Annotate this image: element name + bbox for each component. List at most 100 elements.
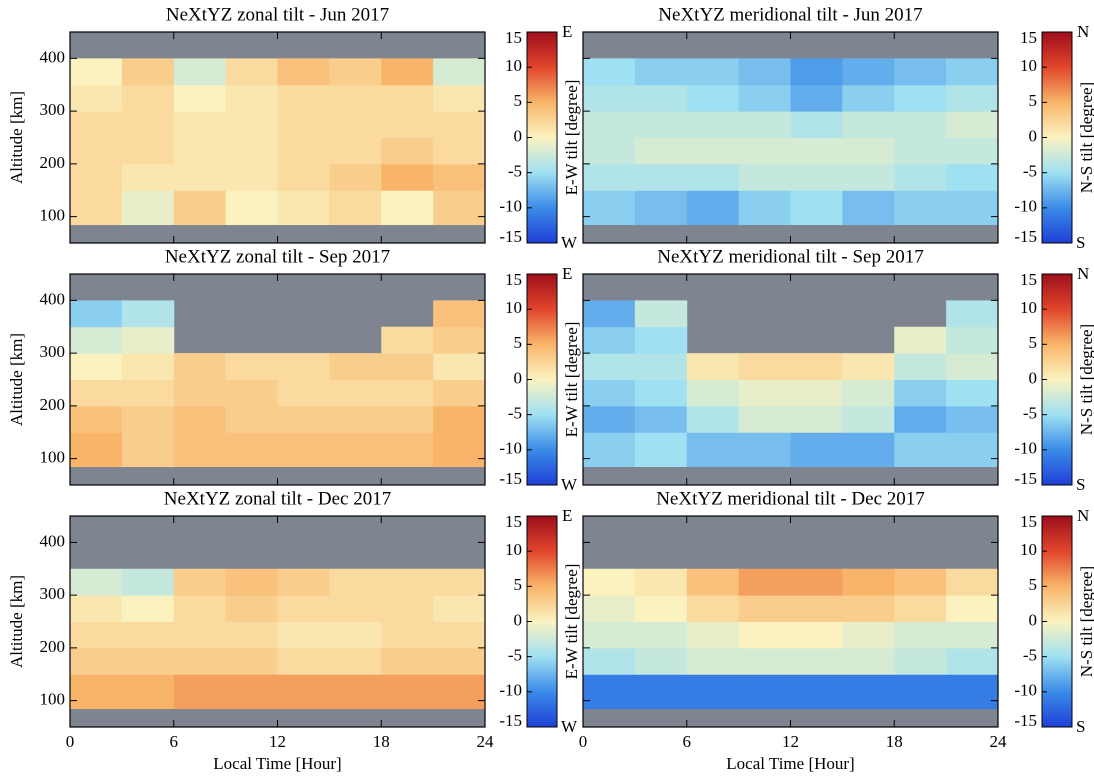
- heatmap-cell: [225, 568, 278, 596]
- heatmap-cell: [842, 58, 895, 86]
- heatmap-cell: [70, 595, 123, 622]
- heatmap-cell: [583, 190, 636, 226]
- colorbar-label: E-W tilt [degree]: [562, 564, 581, 680]
- colorbar-tick-label: -10: [1014, 197, 1037, 216]
- heatmap-cell: [121, 111, 175, 138]
- heatmap-cell: [70, 353, 123, 380]
- y-tick-label: 300: [40, 584, 66, 603]
- heatmap-cell: [70, 405, 123, 433]
- heatmap-cell: [277, 190, 330, 226]
- heatmap-cell: [173, 163, 227, 191]
- heatmap-cell: [121, 379, 175, 407]
- heatmap-cell: [277, 432, 330, 468]
- colorbar-tick-label: 5: [514, 575, 523, 594]
- heatmap-cell: [583, 353, 636, 380]
- colorbar-tick-label: -10: [499, 197, 522, 216]
- heatmap-cell: [433, 595, 486, 622]
- heatmap-cell: [173, 111, 227, 138]
- heatmap-cell: [277, 111, 330, 138]
- colorbar-tick-label: 5: [1029, 575, 1038, 594]
- heatmap-cell: [842, 405, 895, 433]
- heatmap-cell: [433, 84, 486, 112]
- heatmap-cell: [946, 647, 999, 675]
- heatmap-cell: [329, 379, 382, 407]
- heatmap-cell: [381, 353, 434, 380]
- y-tick-label: 400: [40, 47, 66, 66]
- heatmap-cell: [894, 84, 947, 112]
- heatmap-cell: [790, 58, 843, 86]
- heatmap-cell: [121, 163, 175, 191]
- heatmap-cell: [842, 163, 895, 191]
- heatmap-cell: [738, 58, 791, 86]
- colorbar-tick-label: -5: [508, 404, 522, 423]
- x-tick-label: 12: [782, 732, 799, 751]
- heatmap-cell: [686, 674, 740, 710]
- heatmap-cell: [634, 163, 688, 191]
- heatmap-cell: [433, 405, 486, 433]
- y-tick-label: 200: [40, 395, 66, 414]
- x-tick-label: 6: [170, 732, 179, 751]
- heatmap-cell: [583, 647, 636, 675]
- heatmap-cell: [329, 163, 382, 191]
- heatmap-cell: [790, 137, 843, 165]
- heatmap-cell: [173, 595, 227, 622]
- heatmap-cell: [946, 84, 999, 112]
- heatmap-cell: [381, 674, 434, 710]
- heatmap-cell: [946, 353, 999, 380]
- y-tick-label: 100: [40, 206, 66, 225]
- heatmap-cell: [433, 621, 486, 649]
- heatmap-cell: [894, 647, 947, 675]
- heatmap-cell: [277, 379, 330, 407]
- x-tick-label: 0: [66, 732, 75, 751]
- heatmap-cell: [329, 58, 382, 86]
- heatmap-cell: [121, 353, 175, 380]
- heatmap-cell: [381, 379, 434, 407]
- heatmap-cell: [225, 674, 278, 710]
- heatmap-cell: [225, 432, 278, 468]
- colorbar-tick-label: -15: [1014, 711, 1037, 730]
- heatmap-cell: [381, 568, 434, 596]
- heatmap-cell: [173, 84, 227, 112]
- x-tick-label: 0: [579, 732, 588, 751]
- heatmap-cell: [894, 379, 947, 407]
- colorbar-min-label: S: [1076, 233, 1085, 252]
- heatmap-cell: [433, 432, 486, 468]
- colorbar-label: N-S tilt [degree]: [1077, 566, 1094, 677]
- heatmap-cell: [634, 300, 688, 328]
- heatmap-cell: [946, 621, 999, 649]
- heatmap-cell: [686, 58, 740, 86]
- heatmap-cell: [173, 432, 227, 468]
- colorbar-tick-label: 15: [1020, 270, 1037, 289]
- colorbar-max-label: N: [1077, 264, 1089, 283]
- heatmap-cell: [946, 326, 999, 354]
- heatmap-cell: [790, 432, 843, 468]
- heatmap-cell: [583, 595, 636, 622]
- heatmap-cell: [433, 137, 486, 165]
- heatmap-cell: [894, 353, 947, 380]
- x-axis-label: Local Time [Hour]: [726, 754, 854, 773]
- heatmap-cell: [121, 621, 175, 649]
- heatmap-cell: [70, 58, 123, 86]
- heatmap-cell: [946, 379, 999, 407]
- colorbar-min-label: W: [561, 717, 578, 736]
- heatmap-cell: [583, 300, 636, 328]
- heatmap-cell: [277, 163, 330, 191]
- colorbar-tick-label: 0: [1029, 368, 1038, 387]
- heatmap-cell: [121, 595, 175, 622]
- heatmap-cell: [70, 647, 123, 675]
- heatmap-cell: [121, 326, 175, 354]
- heatmap-cell: [894, 432, 947, 468]
- heatmap-cell: [842, 568, 895, 596]
- colorbar-tick-label: -5: [1023, 404, 1037, 423]
- heatmap-cell: [842, 674, 895, 710]
- heatmap-cell: [738, 432, 791, 468]
- heatmap-cell: [121, 405, 175, 433]
- heatmap-cell: [121, 432, 175, 468]
- colorbar-tick-label: 15: [505, 512, 522, 531]
- heatmap-cell: [790, 379, 843, 407]
- heatmap-cell: [738, 190, 791, 226]
- heatmap-cell: [70, 326, 123, 354]
- x-tick-label: 18: [373, 732, 390, 751]
- heatmap-cell: [686, 163, 740, 191]
- y-tick-label: 200: [40, 637, 66, 656]
